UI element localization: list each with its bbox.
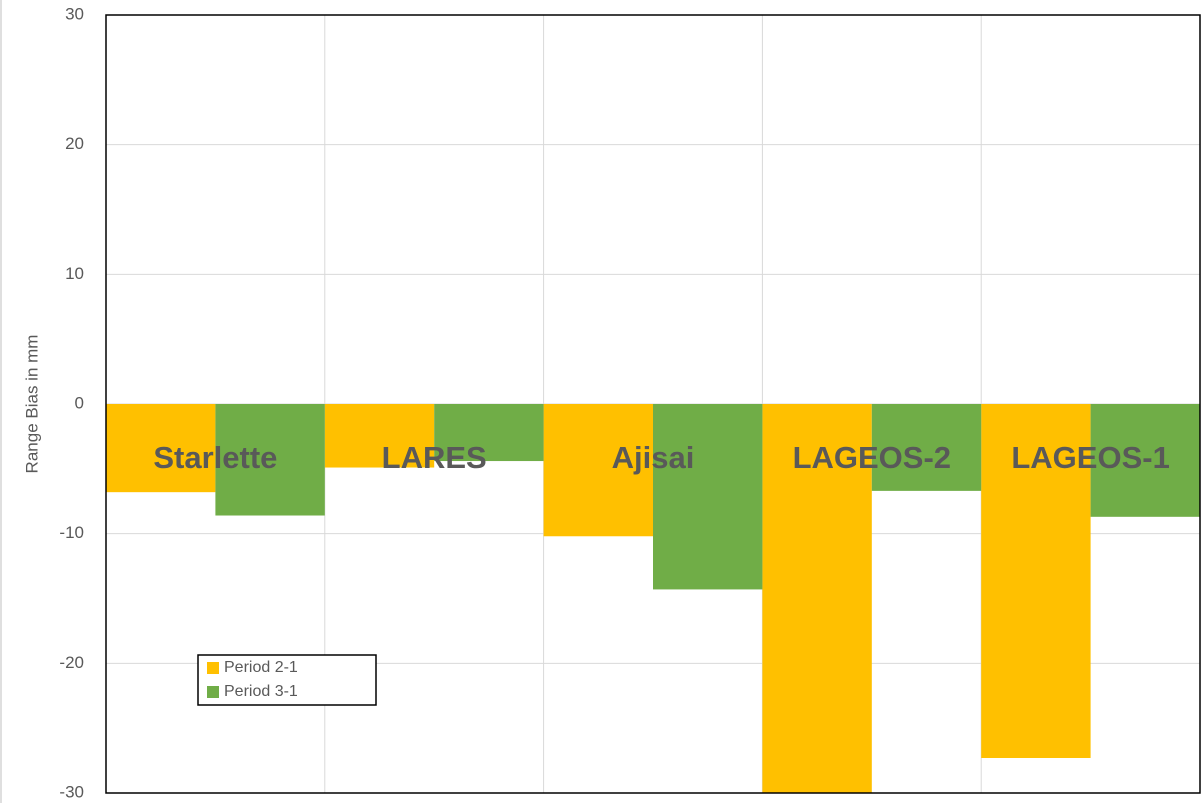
bar bbox=[434, 404, 544, 462]
legend-label: Period 3-1 bbox=[224, 683, 298, 700]
legend-label: Period 2-1 bbox=[224, 659, 298, 676]
category-label: LARES bbox=[382, 440, 487, 475]
y-tick-label: -10 bbox=[59, 523, 84, 542]
y-tick-label: -30 bbox=[59, 782, 84, 801]
y-axis-label: Range Bias in mm bbox=[22, 335, 41, 474]
bar bbox=[653, 404, 763, 590]
bar bbox=[762, 404, 872, 793]
bar bbox=[543, 404, 653, 537]
bar bbox=[106, 404, 216, 493]
bar bbox=[1090, 404, 1200, 517]
y-tick-label: 30 bbox=[65, 4, 84, 23]
category-label: Starlette bbox=[153, 440, 277, 475]
plot-border bbox=[105, 14, 1201, 794]
bar bbox=[981, 404, 1091, 758]
legend-box bbox=[197, 654, 377, 706]
category-label: Ajisai bbox=[612, 440, 695, 475]
legend-swatch bbox=[207, 686, 219, 698]
bar bbox=[871, 404, 982, 491]
y-tick-label: 20 bbox=[65, 134, 84, 153]
category-label: LAGEOS-1 bbox=[1011, 440, 1169, 475]
bar bbox=[324, 404, 435, 468]
y-tick-label: 0 bbox=[75, 393, 84, 412]
legend-swatch bbox=[207, 662, 219, 674]
bar bbox=[215, 404, 325, 516]
y-tick-label: 10 bbox=[65, 264, 84, 283]
category-label: LAGEOS-2 bbox=[793, 440, 951, 475]
y-tick-label: -20 bbox=[59, 653, 84, 672]
